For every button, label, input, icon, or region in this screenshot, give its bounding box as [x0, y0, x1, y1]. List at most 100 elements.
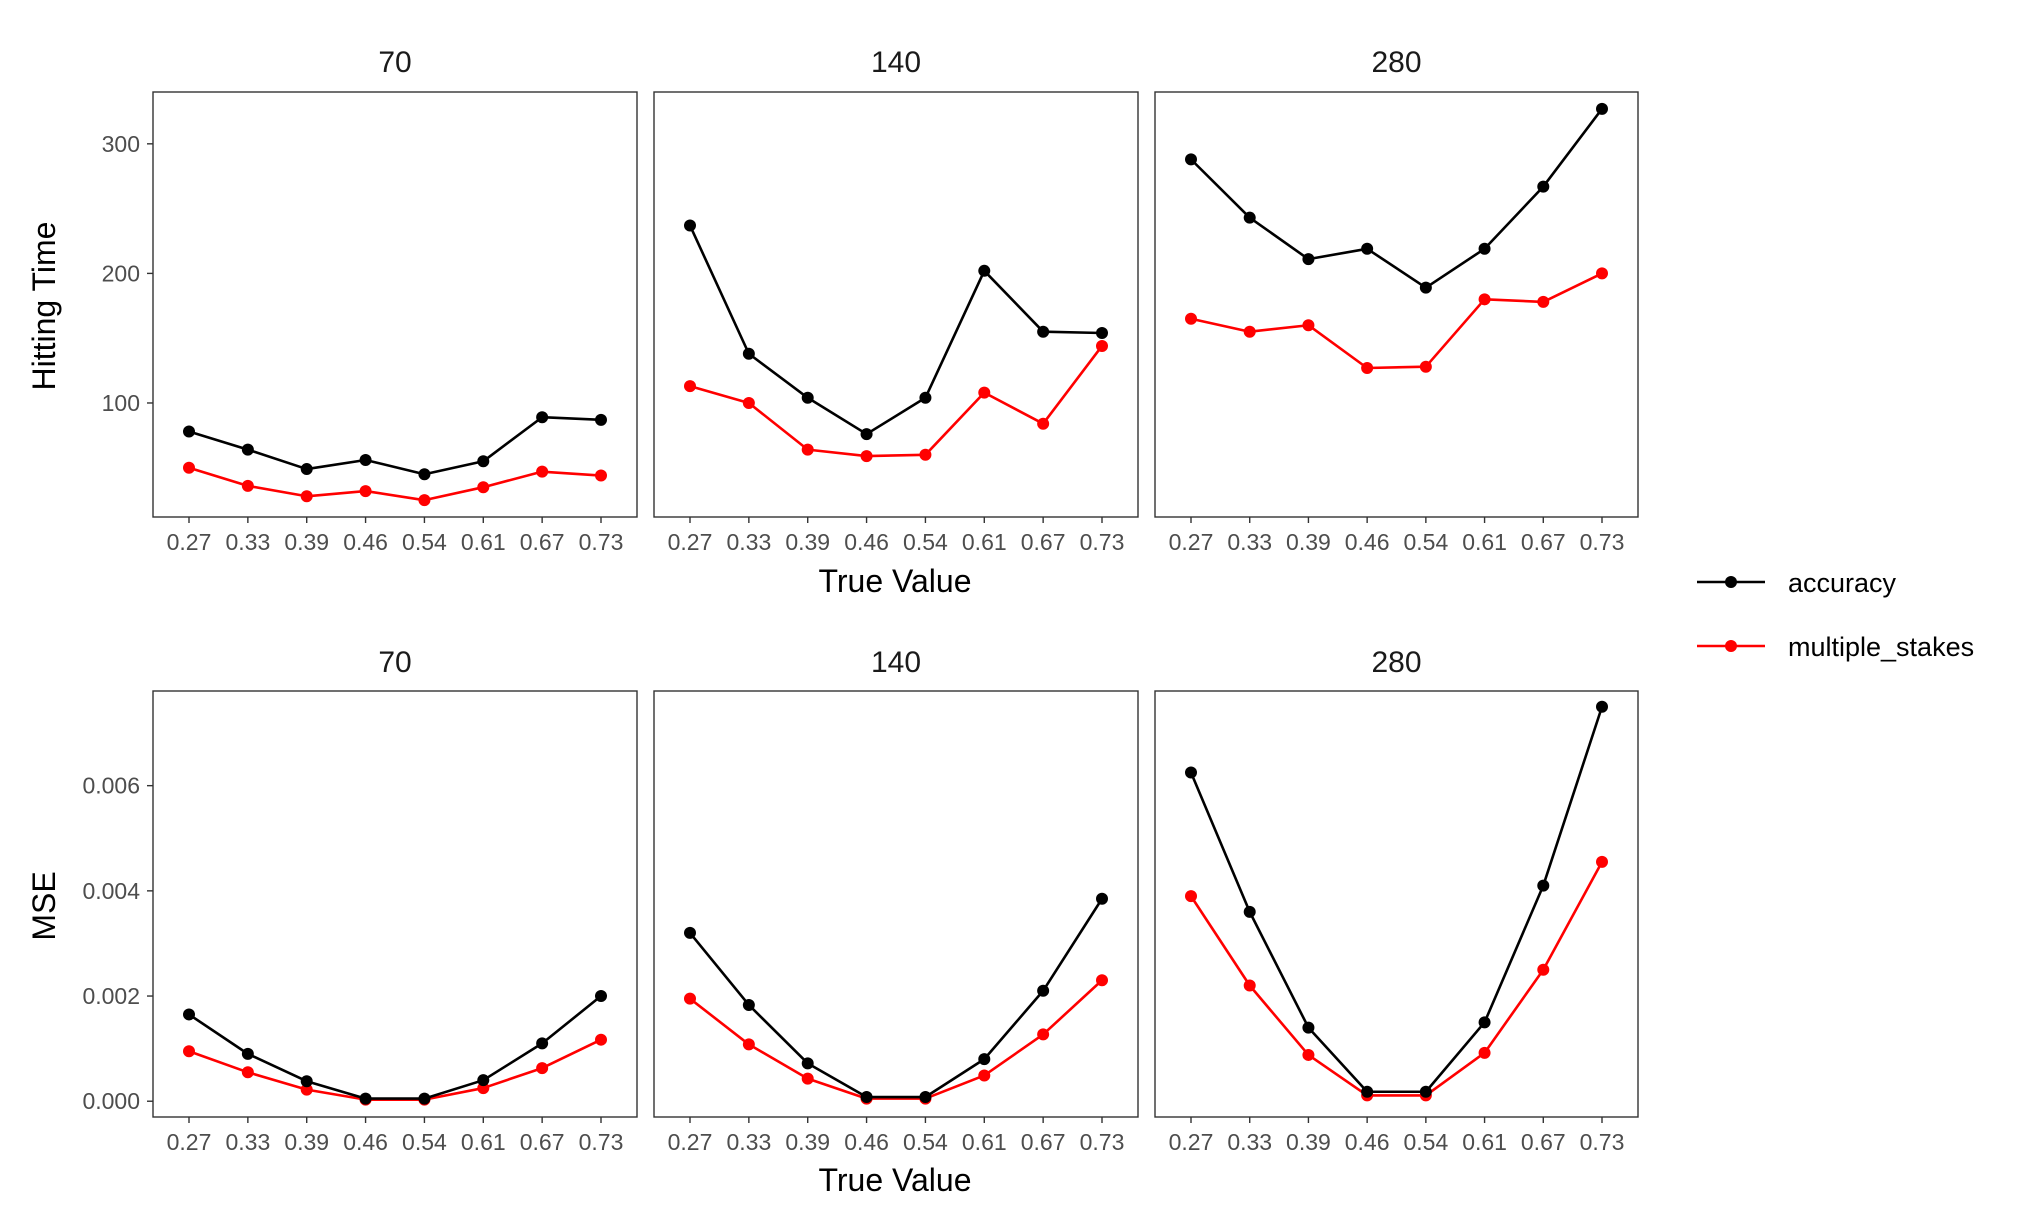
data-point-multiple-stakes: [183, 461, 195, 474]
series-line-accuracy: [1189, 706, 1604, 1094]
data-point-multiple-stakes: [742, 396, 755, 409]
panels-layer: 100 200 300 70 0.27 0.33 0.39 0.46 0.54 0.61 0.67 0…: [82, 46, 1639, 1155]
x-tick-label: 0.27: [1169, 1129, 1214, 1155]
data-point-multiple-stakes: [536, 1062, 549, 1075]
data-point-accuracy: [418, 1092, 431, 1105]
x-tick-label: 0.73: [1580, 1129, 1625, 1155]
data-point-accuracy: [1596, 102, 1608, 115]
legend-entry-multiple-stakes: multiple_stakes: [1697, 632, 1974, 662]
data-point-multiple-stakes: [684, 380, 696, 393]
series-line-accuracy: [188, 415, 602, 476]
data-point-multiple-stakes: [1185, 312, 1197, 325]
x-tick-label: 0.33: [225, 1129, 270, 1155]
data-point-accuracy: [477, 455, 490, 468]
x-tick-label: 0.54: [903, 529, 948, 555]
data-point-accuracy: [1419, 1085, 1432, 1098]
x-tick-label: 0.67: [520, 529, 565, 555]
data-point-accuracy: [801, 391, 814, 404]
data-point-accuracy: [1361, 1085, 1374, 1098]
panel-strip-title: 70: [378, 46, 411, 79]
data-point-accuracy: [1537, 180, 1550, 193]
data-point-accuracy: [1243, 211, 1256, 224]
y-axis-title-hitting-time: Hitting Time: [26, 222, 62, 391]
data-point-accuracy: [801, 1057, 814, 1070]
x-tick-label: 0.27: [1169, 529, 1214, 555]
series-line-accuracy: [688, 224, 1103, 436]
data-point-multiple-stakes: [1096, 339, 1108, 352]
data-point-multiple-stakes: [860, 450, 873, 463]
series-line-multiple-stakes: [1189, 861, 1604, 1097]
x-tick-label: 0.39: [284, 1129, 329, 1155]
series-line-multiple-stakes: [188, 466, 602, 502]
data-point-accuracy: [536, 1037, 549, 1050]
x-tick-label: 0.61: [962, 1129, 1007, 1155]
data-point-accuracy: [860, 1091, 873, 1104]
x-tick-label: 0.67: [1021, 1129, 1066, 1155]
series-line-accuracy: [1190, 108, 1604, 289]
data-point-multiple-stakes: [359, 485, 372, 498]
data-point-accuracy: [1185, 766, 1197, 779]
panel-strip-title: 280: [1371, 46, 1421, 79]
data-point-multiple-stakes: [1037, 417, 1050, 430]
data-point-multiple-stakes: [1478, 1046, 1491, 1059]
panel-frame: [152, 91, 638, 518]
y-tick-label: 100: [102, 390, 140, 416]
x-tick-label: 0.73: [1580, 529, 1625, 555]
x-tick-label: 0.61: [1462, 1129, 1507, 1155]
x-tick-label: 0.67: [1521, 529, 1566, 555]
y-tick-label: 0.002: [82, 983, 140, 1009]
x-tick-label: 0.27: [167, 529, 212, 555]
data-point-accuracy: [418, 468, 431, 481]
data-point-accuracy: [919, 391, 932, 404]
data-point-accuracy: [183, 1008, 195, 1021]
data-point-accuracy: [477, 1074, 490, 1087]
data-point-multiple-stakes: [1478, 293, 1491, 306]
data-point-multiple-stakes: [684, 992, 696, 1005]
data-point-accuracy: [1096, 327, 1108, 340]
legend: accuracy multiple_stakes: [1697, 568, 1974, 662]
data-point-multiple-stakes: [595, 1033, 607, 1046]
panel-strip-title: 70: [378, 646, 411, 679]
data-point-multiple-stakes: [1096, 974, 1108, 987]
data-point-multiple-stakes: [418, 494, 431, 507]
x-tick-label: 0.27: [668, 1129, 713, 1155]
data-point-multiple-stakes: [1185, 890, 1197, 903]
legend-label-multiple-stakes: multiple_stakes: [1788, 632, 1974, 662]
legend-entry-accuracy: accuracy: [1697, 568, 1897, 598]
y-axis-title-mse: MSE: [26, 871, 62, 940]
y-tick-label: 0.006: [82, 773, 140, 799]
data-point-accuracy: [1096, 892, 1108, 905]
data-point-multiple-stakes: [1302, 319, 1315, 332]
data-point-accuracy: [1361, 242, 1374, 255]
data-point-multiple-stakes: [801, 1072, 814, 1085]
data-point-multiple-stakes: [1037, 1028, 1050, 1041]
data-point-multiple-stakes: [300, 490, 313, 503]
data-point-multiple-stakes: [300, 1083, 313, 1096]
data-point-accuracy: [241, 1047, 254, 1060]
data-point-multiple-stakes: [1596, 855, 1608, 868]
data-point-accuracy: [183, 425, 195, 438]
x-tick-label: 0.73: [1080, 1129, 1125, 1155]
data-point-multiple-stakes: [536, 465, 549, 478]
data-point-accuracy: [1596, 700, 1608, 713]
data-point-multiple-stakes: [919, 448, 932, 461]
x-tick-label: 0.61: [461, 1129, 506, 1155]
x-tick-label: 0.54: [903, 1129, 948, 1155]
data-point-multiple-stakes: [1361, 361, 1374, 374]
data-point-accuracy: [595, 990, 607, 1003]
x-tick-label: 0.46: [844, 529, 889, 555]
data-point-accuracy: [1037, 325, 1050, 338]
data-point-accuracy: [536, 411, 549, 424]
y-tick-label: 300: [102, 131, 140, 157]
panel-frame: [1154, 91, 1639, 518]
x-tick-label: 0.73: [1080, 529, 1125, 555]
data-point-accuracy: [595, 413, 607, 426]
x-tick-label: 0.33: [225, 529, 270, 555]
x-tick-label: 0.73: [579, 1129, 624, 1155]
y-tick-label: 0.000: [82, 1088, 140, 1114]
data-point-accuracy: [1478, 1016, 1491, 1029]
x-tick-label: 0.61: [962, 529, 1007, 555]
x-axis-title-row-1: True Value: [819, 563, 972, 599]
panel-frame: [1154, 690, 1639, 1118]
data-point-accuracy: [919, 1091, 932, 1104]
